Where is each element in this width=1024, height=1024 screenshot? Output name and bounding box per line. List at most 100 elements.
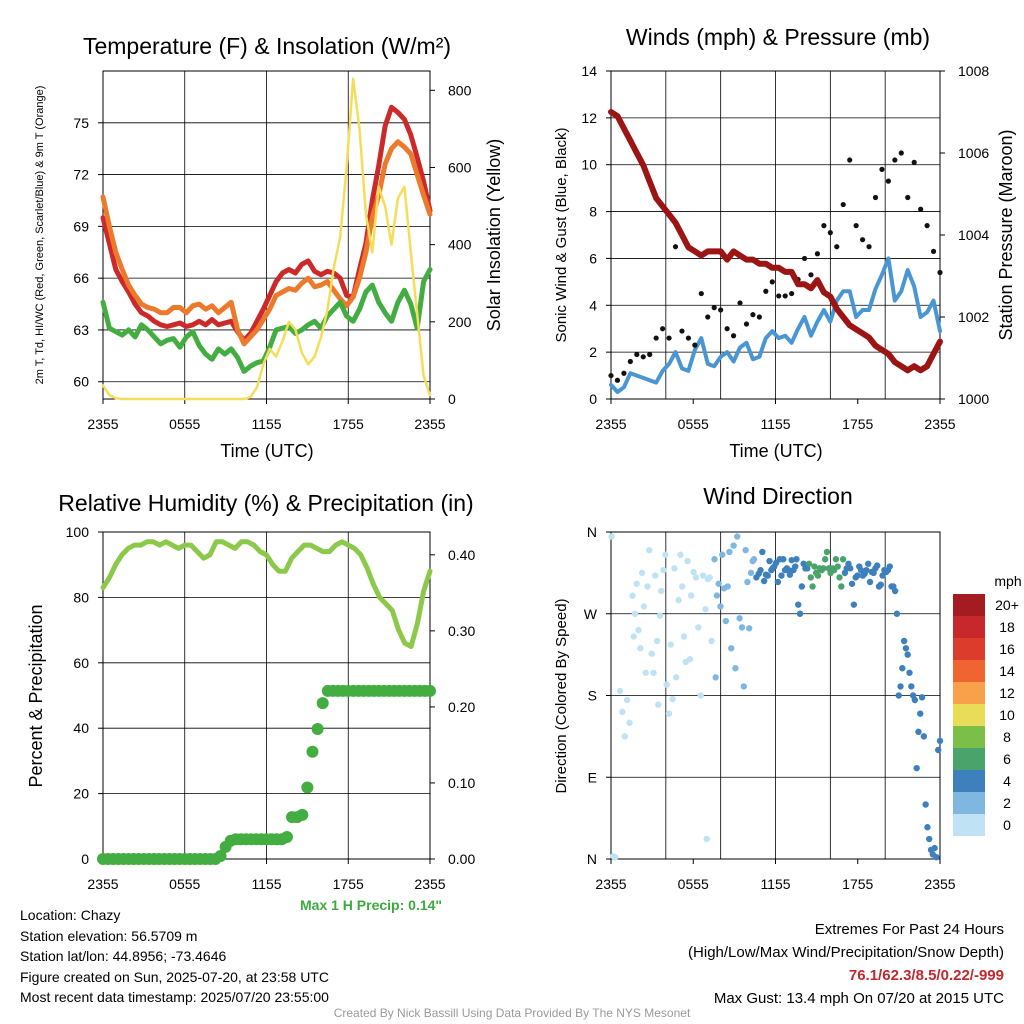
dir-point [915, 728, 922, 736]
dir-point [671, 565, 678, 572]
wind-ytick-label: 2 [589, 344, 597, 360]
wind-ytick-label: 10 [581, 157, 597, 173]
dir-point [665, 710, 673, 717]
dir-point [717, 603, 724, 610]
recent-text: Most recent data timestamp: 2025/07/20 2… [20, 989, 329, 1005]
gust-point [892, 157, 898, 163]
dir-point [611, 853, 619, 861]
precip-point [316, 697, 329, 710]
wind-xtick-label: 1755 [842, 416, 873, 432]
temp-y2tick-label: 200 [448, 314, 472, 330]
dir-point [908, 683, 915, 690]
dir-point [933, 853, 940, 861]
gust-point [756, 314, 762, 320]
dir-point [626, 719, 633, 726]
dir-point [793, 556, 800, 563]
dir-point [913, 764, 920, 772]
temp-y2label: Solar Insolation (Yellow) [484, 139, 504, 331]
dir-point [891, 587, 899, 595]
wind-y2tick-label: 1006 [958, 145, 989, 161]
dir-point [854, 572, 861, 579]
dir-point [658, 587, 665, 595]
dir-ytick-label: N [587, 524, 597, 540]
dir-point [684, 557, 691, 565]
dir-ytick-label: E [588, 769, 597, 785]
dir-point [795, 601, 802, 608]
dir-point [796, 610, 804, 617]
dir-point [673, 674, 680, 681]
rh-ytick-label: 20 [73, 786, 89, 802]
gust-point [640, 354, 646, 360]
gust-point [782, 293, 788, 299]
temp-xlabel: Time (UTC) [220, 441, 313, 461]
dir-point [838, 583, 845, 590]
gust-point [685, 335, 692, 341]
precip-point [301, 781, 314, 794]
wind-speed-line [609, 256, 942, 394]
dir-point [920, 733, 928, 740]
precip-point [424, 684, 436, 697]
gust-point [879, 166, 885, 172]
wind-ylabel: Sonic Wind & Gust (Blue, Black) [553, 127, 570, 342]
dir-legend-label: 4 [1003, 773, 1011, 789]
dir-point [652, 572, 659, 579]
gust-point [930, 248, 937, 254]
dir-legend-label: 0 [1003, 817, 1011, 833]
dir-point [839, 556, 847, 563]
dir-point [631, 610, 639, 617]
gust-point [711, 305, 717, 311]
wind-y2tick-label: 1008 [958, 63, 989, 79]
gust-point [608, 372, 614, 379]
dir-point [623, 696, 631, 704]
dir-point [922, 801, 929, 808]
wind-ytick-label: 6 [589, 250, 597, 266]
latlon-text: Station lat/lon: 44.8956; -73.4646 [20, 948, 227, 964]
wind-title: Winds (mph) & Pressure (mb) [626, 24, 930, 50]
dir-point [847, 565, 854, 572]
dir-legend-swatch [953, 814, 985, 836]
dir-point [823, 548, 831, 556]
dir-point [697, 692, 704, 699]
dir-point [834, 563, 841, 570]
precip-point [306, 745, 319, 758]
temp-ytick-label: 63 [73, 322, 89, 338]
dir-point [621, 733, 628, 740]
dir-point [918, 694, 926, 701]
dir-point [757, 566, 764, 574]
dir-point [640, 603, 648, 610]
dir-point [629, 592, 636, 599]
dir-point [902, 645, 910, 652]
dir-point [911, 696, 919, 704]
dir-point [760, 577, 768, 585]
dir-ylabel: Direction (Colored By Speed) [553, 598, 570, 793]
dir-point [724, 583, 731, 590]
dir-legend-swatch [953, 638, 985, 660]
dir-legend-label: 20+ [995, 597, 1019, 613]
gust-point [705, 314, 711, 320]
dir-point [655, 701, 662, 708]
dir-legend-swatch [953, 770, 985, 792]
gust-point [724, 326, 730, 332]
dir-point [711, 556, 718, 563]
dir-legend-label: 14 [999, 663, 1015, 679]
dir-xtick-label: 1755 [842, 876, 873, 892]
gust-point [730, 333, 737, 339]
temp-ytick-label: 75 [73, 115, 89, 131]
dir-legend-swatch [953, 726, 985, 748]
dir-point [692, 574, 700, 581]
dir-point [695, 624, 702, 631]
dir-ytick-label: W [584, 606, 598, 622]
gust-point [814, 251, 821, 257]
elevation-text: Station elevation: 56.5709 m [20, 927, 198, 944]
wind-ytick-label: 4 [589, 297, 597, 313]
temp-series-3 [101, 77, 432, 401]
gust-point [634, 351, 640, 358]
rh-ytick-label: 0 [81, 851, 89, 867]
temp-xtick-label: 0555 [169, 416, 200, 432]
dir-point [732, 665, 739, 672]
precip-point [296, 808, 309, 821]
dir-legend-swatch [953, 748, 985, 770]
dir-point [877, 581, 884, 588]
dir-legend-label: 2 [1003, 795, 1011, 811]
rh-xtick-label: 1755 [333, 876, 364, 892]
